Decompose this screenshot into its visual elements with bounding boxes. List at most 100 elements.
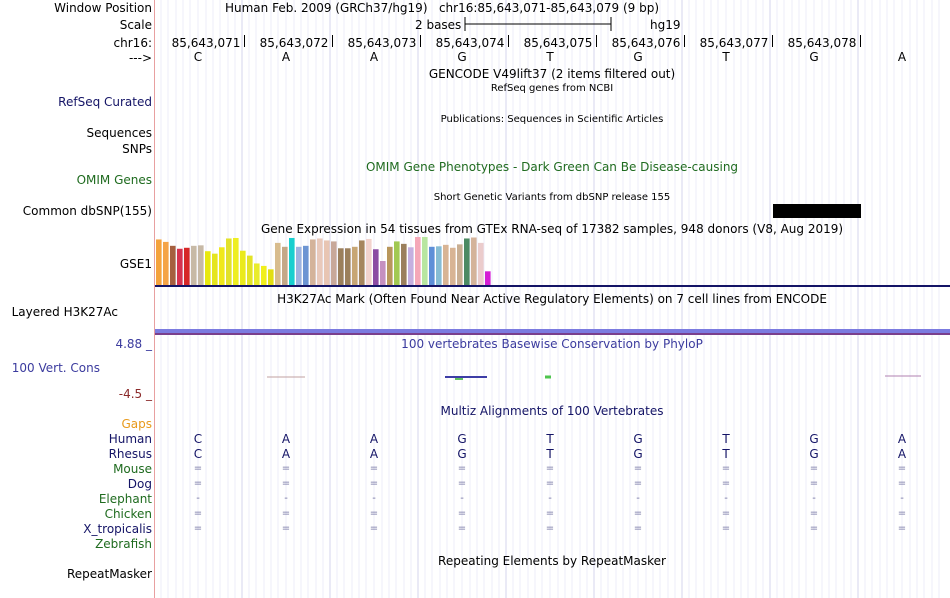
gtex-tissue-bar [205, 251, 211, 286]
track-image[interactable]: Human Feb. 2009 (GRCh37/hg19) chr16:85,6… [155, 0, 950, 598]
scale-db: hg19 [650, 18, 681, 32]
gtex-tissue-bar [219, 247, 225, 286]
gtex-tissue-bar [170, 245, 176, 286]
dbsnp-track-title[interactable]: Short Genetic Variants from dbSNP releas… [433, 192, 671, 203]
gtex-tissue-bar [394, 241, 400, 286]
phylop-track-title[interactable]: 100 vertebrates Basewise Conservation by… [401, 337, 703, 351]
gtex-tissue-bar [471, 237, 477, 286]
alignment-cell: - [724, 493, 728, 504]
alignment-cell: G [633, 432, 643, 446]
omim-track-title[interactable]: OMIM Gene Phenotypes - Dark Green Can Be… [365, 160, 739, 174]
alignment-cell: = [545, 508, 555, 519]
base-letter: C [193, 50, 203, 64]
gtex-tissue-bar [184, 247, 190, 286]
omim-genes-label[interactable]: OMIM Genes [76, 173, 152, 187]
window-position: chr16:85,643,071-85,643,079 (9 bp) [438, 1, 660, 15]
vert-cons-label[interactable]: 100 Vert. Cons [11, 361, 100, 375]
alignment-cell: = [897, 478, 907, 489]
base-letter: T [722, 50, 730, 64]
gtex-track-title[interactable]: Gene Expression in 54 tissues from GTEx … [260, 222, 844, 236]
alignment-cell: = [281, 478, 291, 489]
ruler-tick-label: 85,643,075 [523, 36, 593, 50]
refseq-label[interactable]: RefSeq Curated [58, 95, 152, 109]
gtex-tissue-bar [289, 237, 295, 286]
gse1-label[interactable]: GSE1 [119, 257, 152, 271]
alignment-cell: G [457, 447, 467, 461]
alignment-cell: A [897, 447, 907, 461]
repeatmasker-label[interactable]: RepeatMasker [66, 567, 152, 581]
alignment-cell: = [193, 478, 203, 489]
gtex-tissue-bar [296, 246, 302, 286]
repeatmasker-track-title[interactable]: Repeating Elements by RepeatMasker [438, 554, 666, 568]
ruler-tick [772, 35, 773, 47]
species-label[interactable]: Chicken [104, 507, 152, 521]
h3k27ac-signal[interactable] [155, 329, 950, 333]
snps-label[interactable]: SNPs [122, 142, 152, 156]
refseq-track-title[interactable]: RefSeq genes from NCBI [490, 83, 614, 94]
alignment-cell: A [369, 447, 379, 461]
alignment-cell: T [722, 447, 730, 461]
dbsnp-variant-block[interactable] [773, 204, 861, 218]
gaps-label[interactable]: Gaps [121, 417, 152, 431]
gtex-tissue-bar [254, 263, 260, 286]
phylop-signal[interactable] [155, 372, 950, 386]
sequences-label[interactable]: Sequences [86, 126, 152, 140]
gtex-tissue-bar [366, 238, 372, 286]
gtex-tissue-bar [247, 255, 253, 286]
alignment-cell: = [369, 478, 379, 489]
alignment-cell: = [633, 508, 643, 519]
gtex-tissue-bar [373, 249, 379, 286]
gtex-tissue-bar [408, 247, 414, 286]
h3k27ac-label[interactable]: Layered H3K27Ac [11, 305, 118, 319]
alignment-cell: = [193, 523, 203, 534]
ruler-tick [596, 35, 597, 47]
alignment-cell: T [546, 447, 554, 461]
common-dbsnp-label[interactable]: Common dbSNP(155) [22, 204, 152, 218]
species-label[interactable]: Dog [127, 477, 152, 491]
species-label[interactable]: Zebrafish [95, 537, 152, 551]
base-letter: T [546, 50, 554, 64]
ruler-tick [244, 35, 245, 47]
h3k27ac-signal-base [155, 333, 950, 335]
gtex-tissue-bar [450, 247, 456, 286]
species-label[interactable]: Human [108, 432, 152, 446]
alignment-cell: = [457, 463, 467, 474]
gtex-tissue-bar [436, 246, 442, 286]
ruler-tick-label: 85,643,071 [171, 36, 241, 50]
gtex-tissue-bar [380, 261, 386, 286]
assembly-name: Human Feb. 2009 (GRCh37/hg19) [224, 1, 428, 15]
multiz-track-title[interactable]: Multiz Alignments of 100 Vertebrates [440, 404, 664, 418]
alignment-cell: = [809, 508, 819, 519]
alignment-cell: = [545, 523, 555, 534]
gencode-track-title[interactable]: GENCODE V49lift37 (2 items filtered out) [428, 67, 676, 81]
gtex-tissue-bar [485, 271, 491, 286]
publications-track-title[interactable]: Publications: Sequences in Scientific Ar… [440, 114, 664, 125]
alignment-cell: A [281, 432, 291, 446]
alignment-cell: = [721, 463, 731, 474]
species-label[interactable]: Rhesus [108, 447, 152, 461]
ruler-tick [508, 35, 509, 47]
alignment-cell: - [284, 493, 288, 504]
h3k27ac-track-title[interactable]: H3K27Ac Mark (Often Found Near Active Re… [277, 292, 827, 306]
gtex-tissue-bar [282, 246, 288, 286]
gtex-bar-chart[interactable] [155, 237, 950, 287]
species-label[interactable]: Elephant [98, 492, 152, 506]
alignment-cell: = [809, 463, 819, 474]
ruler-tick [684, 35, 685, 47]
gtex-tissue-bar [156, 239, 162, 286]
ruler-tick-label: 85,643,072 [259, 36, 329, 50]
ruler-tick-label: 85,643,073 [347, 36, 417, 50]
gtex-tissue-bar [422, 237, 428, 286]
alignment-cell: - [460, 493, 464, 504]
species-label[interactable]: Mouse [113, 462, 152, 476]
alignment-cell: = [281, 463, 291, 474]
alignment-cell: = [809, 523, 819, 534]
ruler-tick [420, 35, 421, 47]
alignment-cell: = [897, 463, 907, 474]
species-label[interactable]: X_tropicalis [83, 522, 152, 536]
alignment-cell: = [545, 478, 555, 489]
gtex-tissue-bar [345, 248, 351, 286]
track-labels: Window Position Scale chr16: ---> RefSeq… [0, 0, 154, 598]
gtex-tissue-bar [401, 243, 407, 286]
gtex-tissue-bar [310, 239, 316, 286]
